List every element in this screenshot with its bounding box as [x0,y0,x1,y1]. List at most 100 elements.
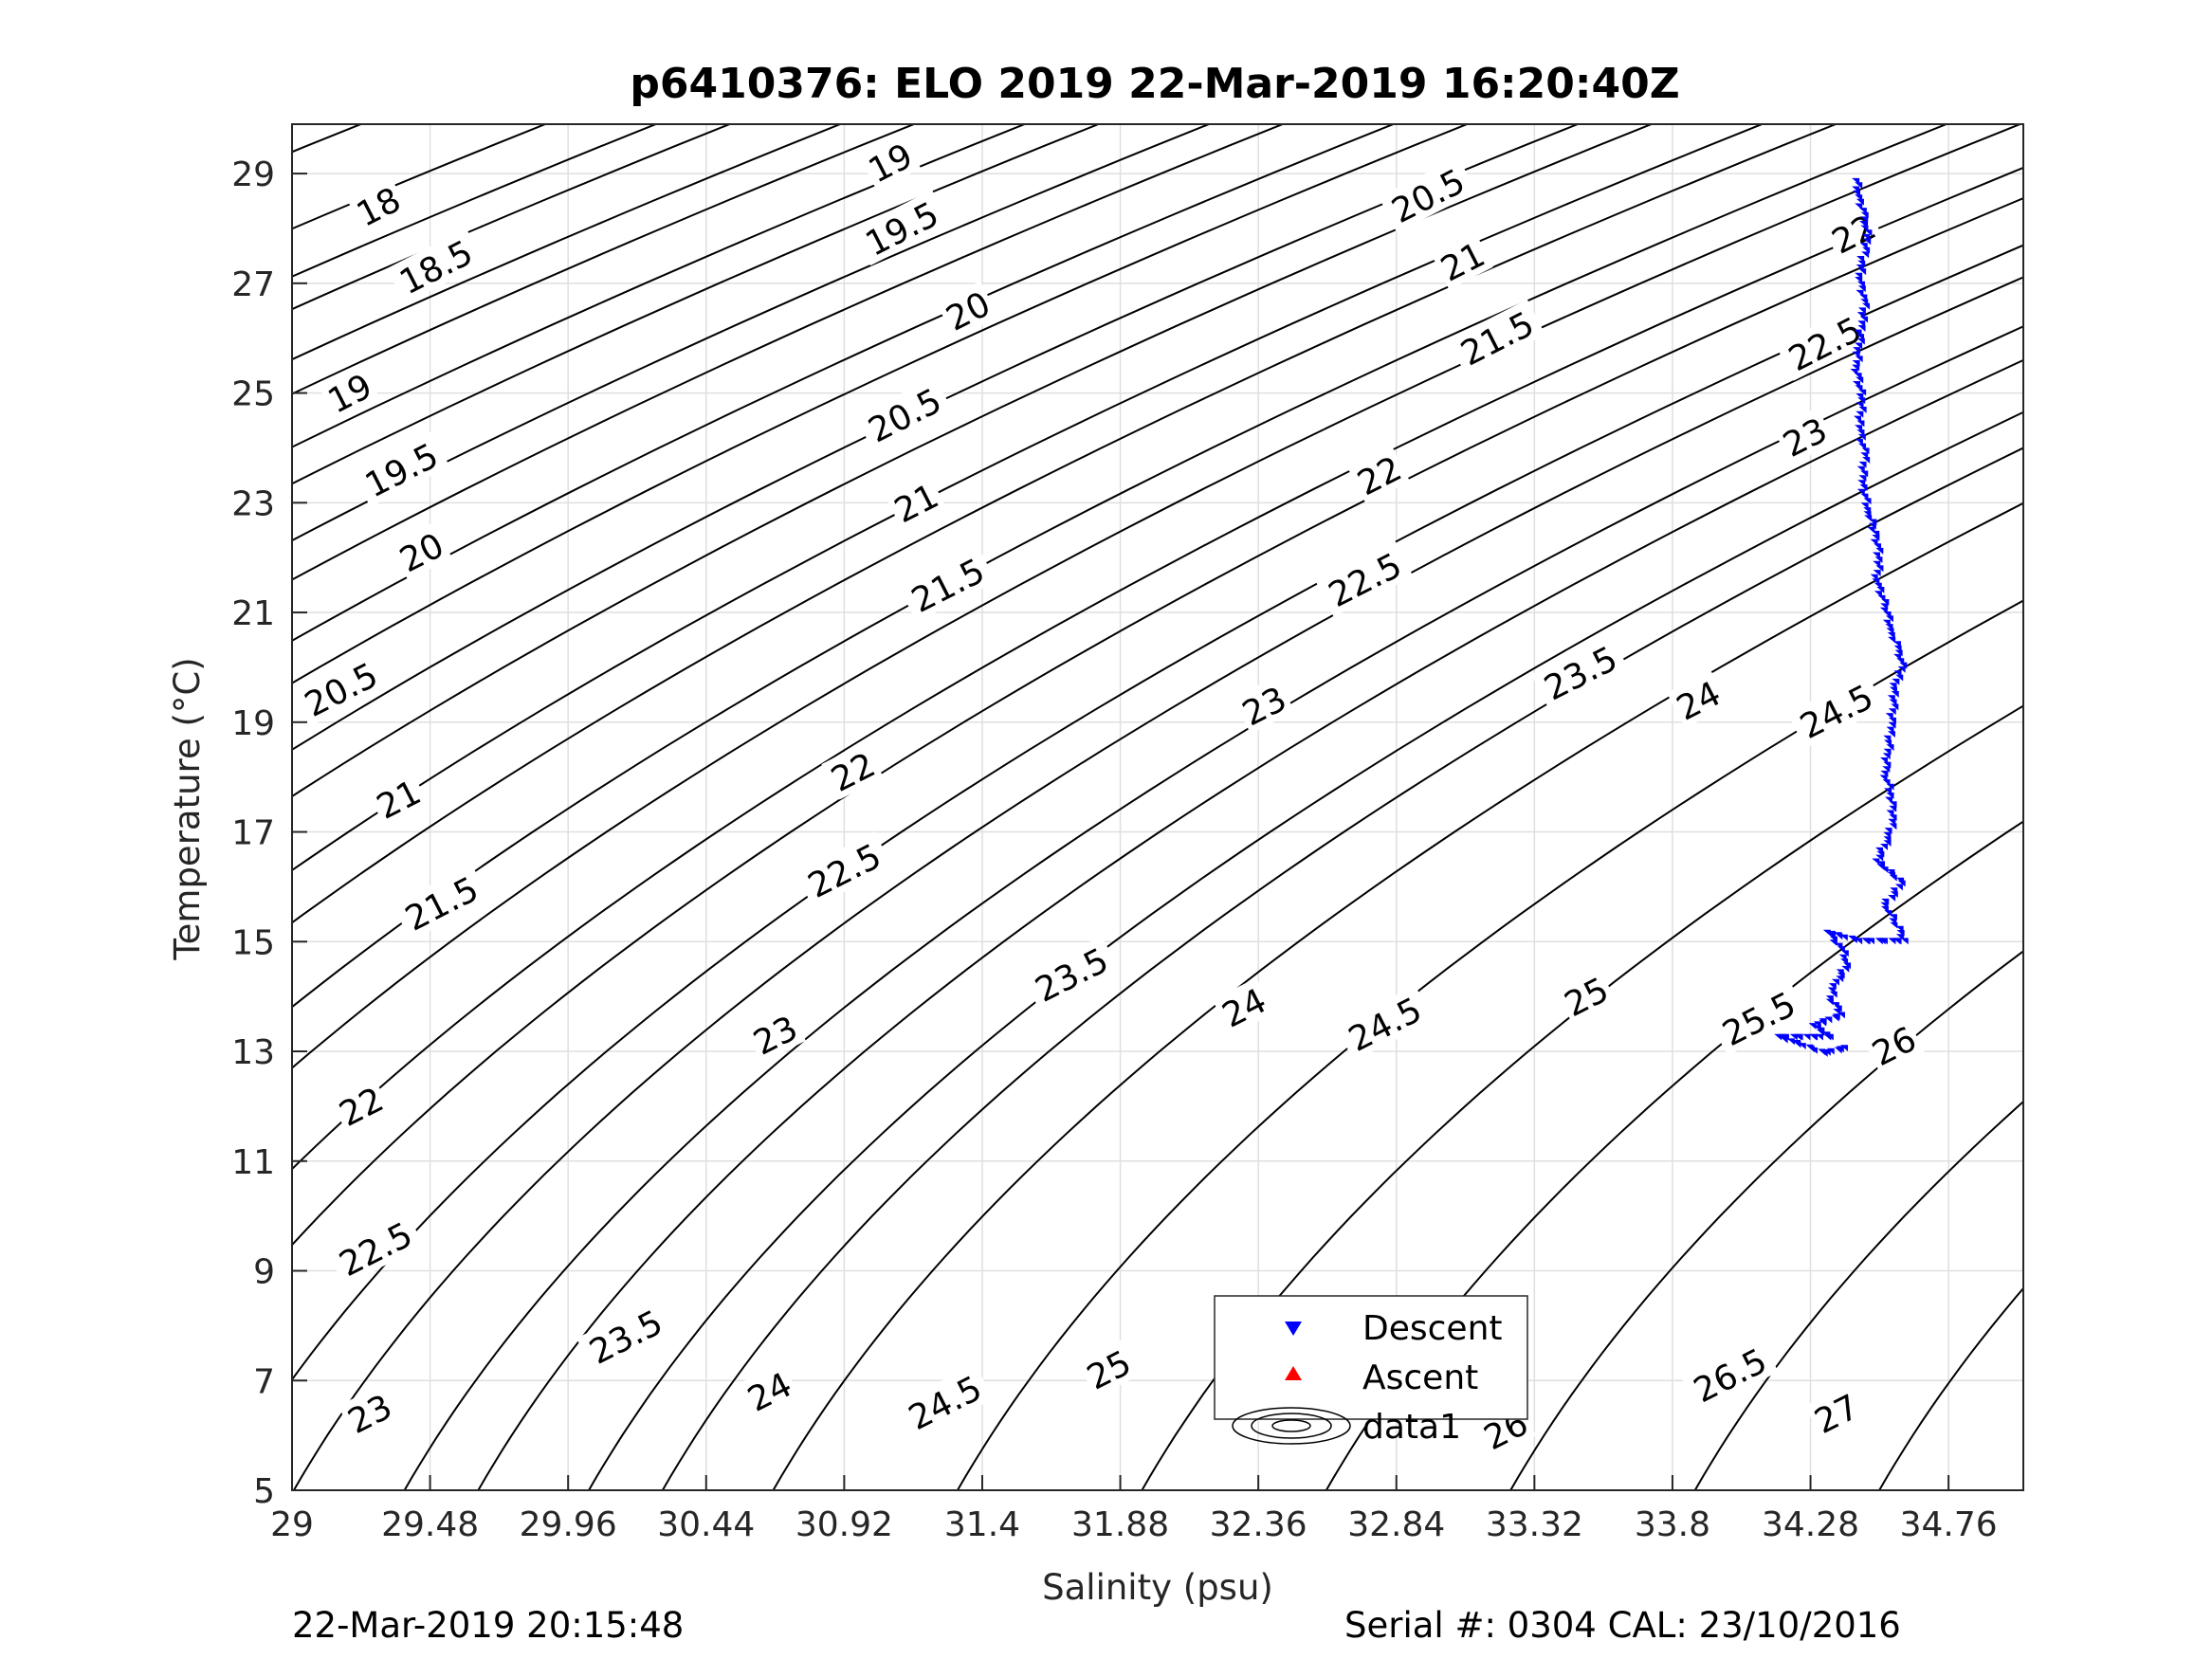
contour-label-bg [390,521,452,581]
x-tick-label: 30.44 [657,1505,755,1544]
footer-timestamp: 22-Mar-2019 20:15:48 [292,1605,685,1646]
descent-point-fill [1880,866,1889,873]
contour-label: 20.5 [291,650,390,727]
descent-point-fill [1888,895,1896,902]
descent-point-fill [1848,935,1856,942]
isopycnal-24.5 [927,124,2023,1490]
x-tick-label: 34.28 [1762,1505,1859,1544]
isopycnal-secondary [292,124,1954,1490]
descent-point-fill [1861,447,1870,455]
descent-point [1900,938,1909,945]
descent-point-fill [1895,674,1904,682]
contour-label-bg [1379,156,1477,233]
descent-point-fill [1864,515,1873,522]
descent-point-fill [1780,1036,1788,1044]
descent-point-fill [1861,938,1870,945]
x-tick-label: 29.96 [520,1505,617,1544]
y-tick-label: 17 [231,814,275,853]
descent-point-fill [1899,662,1908,669]
y-tick-label: 27 [231,265,275,304]
contour-label: 22 [1347,445,1410,503]
y-tick-label: 29 [231,155,275,194]
contour-label-bg [1821,204,1885,263]
descent-point-fill [1829,991,1837,998]
x-tick-label: 31.4 [944,1505,1020,1544]
contour-label-text: 25 [1081,1343,1137,1397]
descent-point [1831,978,1839,986]
density-contours [292,124,2023,1490]
y-tick-label: 15 [231,923,275,962]
x-tick-label: 33.32 [1486,1505,1583,1544]
descent-point-fill [1874,938,1883,945]
contour-label-text: 27 [1809,1388,1865,1442]
descent-point-fill [1862,457,1871,464]
descent-point-fill [1858,389,1867,396]
contour-label: 21.5 [392,864,490,940]
y-tick-label: 5 [253,1472,275,1511]
descent-point-fill [1833,1009,1841,1015]
descent-point-fill [1885,624,1893,630]
descent-point-fill [1809,1047,1818,1054]
contour-label: 23 [743,1005,806,1064]
descent-point [1808,1023,1817,1030]
descent-point-fill [1896,877,1905,884]
descent-point-fill [1855,182,1863,190]
contour-label-text: 25 [1559,971,1615,1025]
descent-point [1822,929,1831,937]
contour-label-bg [392,864,490,940]
contour-label-text: 20 [941,284,996,338]
isopycnal-secondary [632,124,2023,1490]
descent-point-fill [1859,294,1868,301]
contour-label-bg [367,769,430,828]
descent-point-fill [1887,731,1895,738]
contour-label-bg [1773,407,1836,465]
descent-point-fill [1893,645,1902,652]
contour-label-text: 23 [748,1009,804,1063]
descent-point-fill [1809,1033,1818,1041]
isopycnal-secondary [292,124,1033,1490]
isopycnal-26 [1480,124,2023,1490]
contour-label-bg [1804,1383,1868,1442]
descent-point-fill [1798,1043,1806,1049]
contour-label-bg [1786,672,1885,749]
isopycnal-24 [742,124,2023,1490]
descent-point-fill [1856,337,1865,345]
descent-point-fill [1860,211,1869,219]
isopycnal-secondary [292,124,1770,1490]
contour-label-bg [318,363,380,422]
descent-point-fill [1856,376,1864,384]
contour-label: 21 [1431,231,1493,290]
contour-label-bg [346,176,410,235]
descent-point-fill [1883,840,1892,848]
contour-label-text: 24 [1216,981,1272,1035]
descent-point-fill [1786,1038,1795,1046]
isopycnal-secondary [292,124,2023,1490]
descent-point-fill [1834,932,1842,939]
contour-label: 22 [821,741,884,800]
descent-point-fill [1879,607,1888,614]
contour-label-text: 23 [342,1388,398,1442]
descent-point-fill [1861,251,1870,259]
contour-label-bg [386,228,484,304]
descent-point-fill [1857,433,1866,441]
descent-point-fill [1875,547,1884,555]
descent-point-fill [1822,1048,1831,1056]
contour-label: 23.5 [1022,936,1120,1012]
contour-label-text: 23 [1236,680,1292,734]
contour-label: 23.5 [576,1298,674,1375]
descent-point-fill [1883,831,1892,839]
y-axis: 5 7 9 11 13 15 17 19 21 23 25 27 29 [231,155,307,1511]
descent-point-fill [1826,1048,1835,1055]
descent-point-fill [1789,1033,1798,1041]
contour-label: 19.5 [352,430,450,507]
contour-label: 23 [338,1383,401,1442]
descent-point-fill [1836,975,1844,983]
contour-label: 18 [346,176,410,235]
descent-point-fill [1856,393,1864,400]
contour-label: 27 [1804,1383,1868,1442]
y-tick-label: 25 [231,375,275,414]
contour-label-bg [738,1361,800,1420]
contour-label: 20 [936,281,999,339]
legend-data1-label: data1 [1362,1408,1461,1447]
